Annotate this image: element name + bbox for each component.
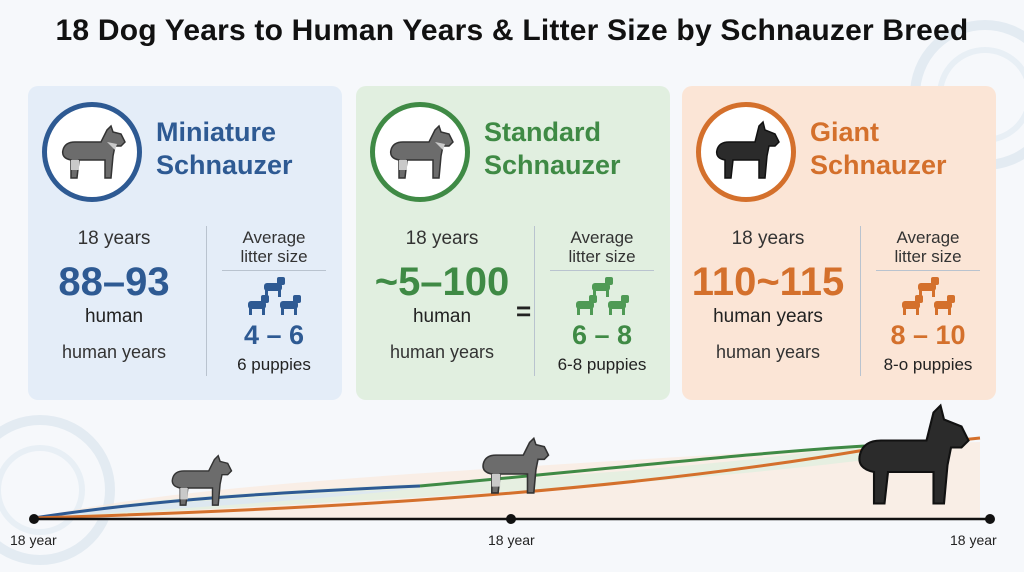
- litter-column: Average litter size 6 – 8 6-8 puppies: [542, 228, 662, 375]
- human-years-range: 110~115: [691, 260, 845, 304]
- dog-years-label: 18 years: [731, 228, 805, 249]
- litter-column: Average litter size 4 – 6 6 puppies: [214, 228, 334, 375]
- card-standard-schnauzer: Standard Schnauzer 18 years ~5–100 human…: [356, 86, 670, 400]
- breed-name: Giant Schnauzer: [810, 116, 947, 182]
- timeline-label-start: 18 year: [10, 532, 57, 548]
- breed-name-line1: Standard: [484, 117, 602, 147]
- giant-schnauzer-icon: [696, 102, 796, 202]
- average-label-line1: Average: [242, 228, 306, 247]
- litter-column: Average litter size 8 – 10 8-o puppies: [868, 228, 988, 375]
- standard-schnauzer-icon: [482, 436, 550, 494]
- breed-name-line2: Schnauzer: [810, 150, 947, 180]
- miniature-schnauzer-icon: [42, 102, 142, 202]
- average-label-line1: Average: [570, 228, 634, 247]
- timeline-point-start: [29, 514, 39, 524]
- litter-size-range: 4 – 6: [243, 320, 305, 350]
- human-label: human: [84, 306, 144, 327]
- breed-name-line1: Miniature: [156, 117, 277, 147]
- average-label-line2: litter size: [894, 247, 962, 266]
- human-years-column: 18 years 110~115 human years human years: [682, 228, 854, 363]
- average-label-line1: Average: [896, 228, 960, 247]
- breed-name-line2: Schnauzer: [484, 150, 621, 180]
- puppies-icon: [868, 275, 988, 321]
- human-label: human years: [713, 306, 823, 327]
- giant-schnauzer-icon: [858, 403, 970, 505]
- puppies-icon: [214, 275, 334, 321]
- average-label-line2: litter size: [240, 247, 308, 266]
- average-underline: [550, 270, 654, 271]
- human-label: human: [412, 306, 472, 327]
- timeline-point-middle: [506, 514, 516, 524]
- human-years-label: human years: [61, 342, 167, 362]
- puppies-icon: [542, 275, 662, 321]
- breed-name: Standard Schnauzer: [484, 116, 621, 182]
- human-years-range: 88–93: [58, 260, 170, 304]
- timeline-point-end: [985, 514, 995, 524]
- human-years-range: ~5–100: [374, 260, 510, 304]
- human-years-column: 18 years 88–93 human human years: [28, 228, 200, 363]
- column-divider: [206, 226, 207, 376]
- average-underline: [876, 270, 980, 271]
- card-miniature-schnauzer: Miniature Schnauzer 18 years 88–93 human…: [28, 86, 342, 400]
- dog-years-label: 18 years: [405, 228, 479, 249]
- timeline-label-end: 18 year: [950, 532, 997, 548]
- average-label: Average litter size: [542, 228, 662, 266]
- puppies-label: 6 puppies: [237, 355, 311, 374]
- breed-name-line2: Schnauzer: [156, 150, 293, 180]
- human-years-label: human years: [715, 342, 821, 362]
- human-years-label: human years: [389, 342, 495, 362]
- breed-name: Miniature Schnauzer: [156, 116, 293, 182]
- average-label: Average litter size: [868, 228, 988, 266]
- average-underline: [222, 270, 326, 271]
- column-divider: [860, 226, 861, 376]
- giant-growth-line: [33, 436, 981, 520]
- column-divider: [534, 226, 535, 376]
- litter-size-range: 8 – 10: [890, 320, 966, 350]
- average-label: Average litter size: [214, 228, 334, 266]
- card-giant-schnauzer: Giant Schnauzer 18 years 110~115 human y…: [682, 86, 996, 400]
- puppies-label: 8-o puppies: [883, 355, 973, 374]
- dog-years-label: 18 years: [77, 228, 151, 249]
- puppies-label: 6-8 puppies: [557, 355, 647, 374]
- litter-size-range: 6 – 8: [571, 320, 633, 350]
- standard-schnauzer-icon: [370, 102, 470, 202]
- miniature-schnauzer-icon: [171, 454, 233, 506]
- page-title: 18 Dog Years to Human Years & Litter Siz…: [55, 14, 969, 47]
- timeline-label-middle: 18 year: [488, 532, 535, 548]
- breed-name-line1: Giant: [810, 117, 880, 147]
- average-label-line2: litter size: [568, 247, 636, 266]
- growth-timeline: [29, 403, 995, 524]
- equals-sign: =: [516, 296, 532, 326]
- human-years-column: 18 years ~5–100 human human years: [356, 228, 528, 363]
